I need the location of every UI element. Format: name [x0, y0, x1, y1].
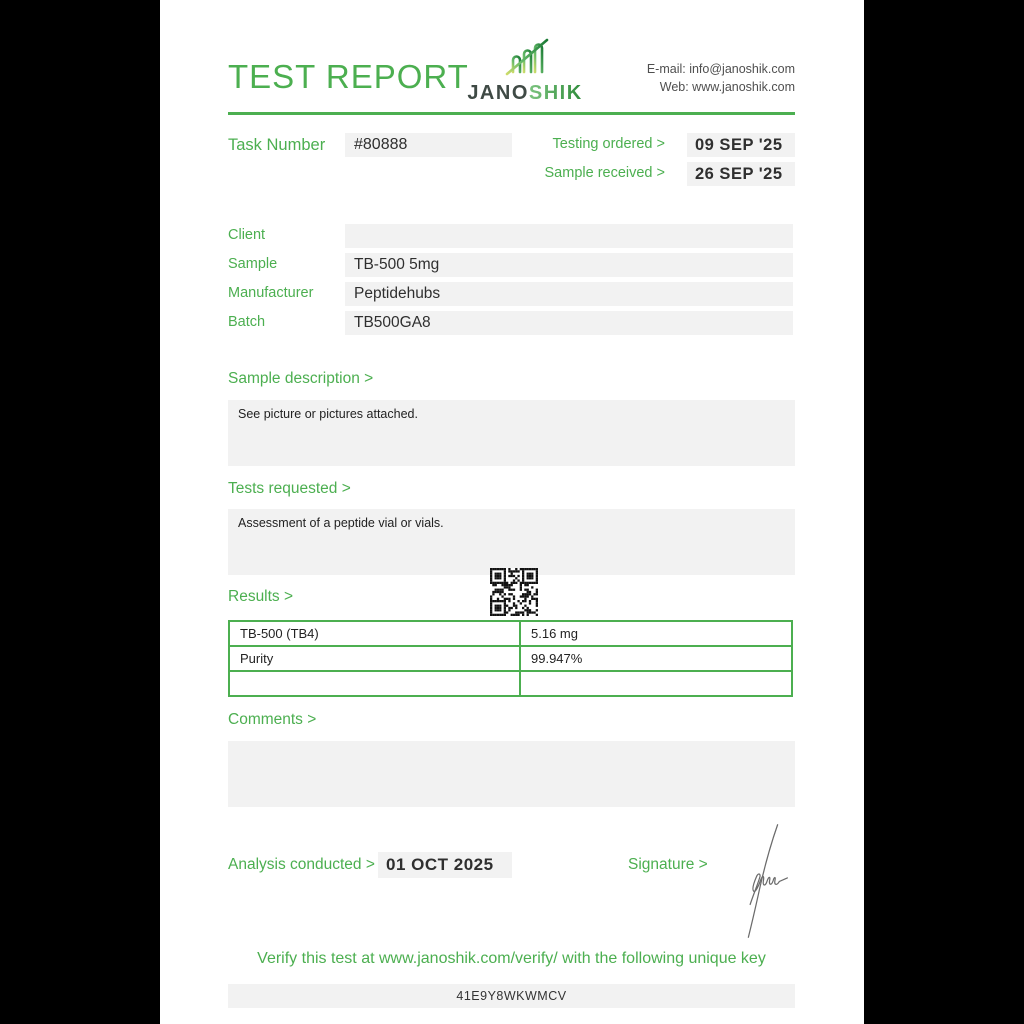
analysis-conducted-label: Analysis conducted > [228, 856, 375, 873]
result-name: Purity [228, 645, 521, 672]
sample-description-body: See picture or pictures attached. [228, 400, 795, 466]
batch-value: TB500GA8 [345, 311, 793, 335]
verify-key: 41E9Y8WKWMCV [228, 984, 795, 1008]
testing-ordered-row: Testing ordered > 09 SEP '25 [553, 133, 795, 157]
janoshik-logo: JANOSHIK [460, 36, 590, 103]
analysis-conducted-value: 01 OCT 2025 [378, 852, 512, 878]
chart-bars-icon [505, 38, 549, 76]
result-name: TB-500 (TB4) [228, 620, 521, 647]
signature-label: Signature > [628, 856, 708, 873]
tests-requested-heading: Tests requested > [228, 480, 351, 497]
batch-label: Batch [228, 314, 266, 330]
qr-code [490, 568, 538, 616]
report-page: TEST REPORT JANOSHIK [160, 0, 864, 1024]
manufacturer-label: Manufacturer [228, 285, 314, 301]
signature [728, 820, 790, 947]
table-row: TB-500 (TB4) 5.16 mg [228, 620, 793, 647]
page-title: TEST REPORT [228, 58, 469, 95]
contact-block: E-mail: info@janoshik.com Web: www.janos… [647, 60, 795, 96]
tests-requested-body: Assessment of a peptide vial or vials. [228, 509, 795, 575]
sample-received-value: 26 SEP '25 [687, 162, 795, 186]
sample-description-heading: Sample description > [228, 370, 374, 387]
logo-shik: SHIK [528, 82, 583, 104]
sample-label: Sample [228, 256, 278, 272]
sample-value: TB-500 5mg [345, 253, 793, 277]
batch-row: Batch TB500GA8 [228, 311, 795, 335]
testing-ordered-label: Testing ordered > [552, 136, 665, 152]
sample-received-label: Sample received > [544, 165, 666, 181]
result-name [228, 670, 521, 697]
result-value: 99.947% [519, 645, 793, 672]
signature-scribble [747, 824, 788, 938]
task-number-value: #80888 [345, 133, 512, 157]
manufacturer-row: Manufacturer Peptidehubs [228, 282, 795, 306]
testing-ordered-value: 09 SEP '25 [687, 133, 795, 157]
client-value [345, 224, 793, 248]
logo-jano: JANO [467, 82, 529, 104]
results-heading: Results > [228, 588, 294, 605]
header-divider [228, 112, 795, 115]
verify-instruction: Verify this test at www.janoshik.com/ver… [257, 950, 766, 967]
table-row [228, 670, 793, 697]
table-row: Purity 99.947% [228, 645, 793, 672]
contact-email: E-mail: info@janoshik.com [646, 62, 795, 76]
comments-heading: Comments > [228, 711, 317, 728]
result-value [519, 670, 793, 697]
task-number-label: Task Number [228, 136, 326, 154]
results-table: TB-500 (TB4) 5.16 mg Purity 99.947% [228, 620, 793, 697]
comments-body [228, 741, 795, 807]
result-value: 5.16 mg [519, 620, 793, 647]
manufacturer-value: Peptidehubs [345, 282, 793, 306]
sample-row: Sample TB-500 5mg [228, 253, 795, 277]
logo-wordmark: JANOSHIK [460, 83, 590, 103]
client-row: Client [228, 224, 795, 248]
contact-web: Web: www.janoshik.com [659, 80, 795, 95]
sample-received-row: Sample received > 26 SEP '25 [545, 162, 795, 186]
client-label: Client [228, 227, 266, 243]
